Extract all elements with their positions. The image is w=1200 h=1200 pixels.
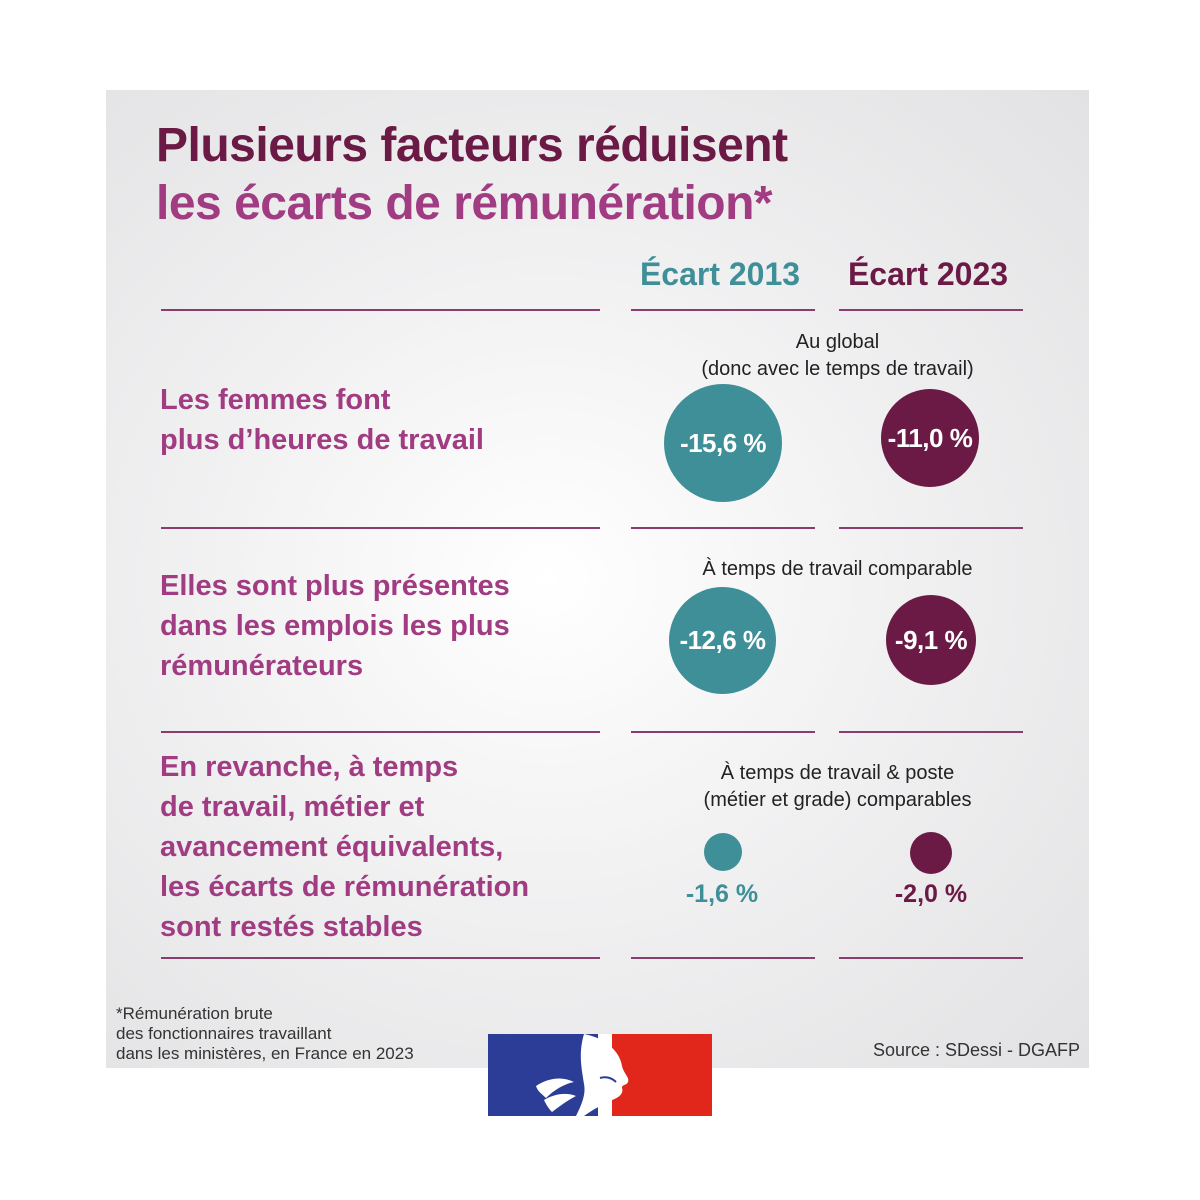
row-label-line: avancement équivalents, bbox=[160, 831, 504, 863]
value-dot-2013 bbox=[704, 833, 742, 871]
infographic-panel bbox=[106, 90, 1089, 1068]
value-bubble-2013: -12,6 % bbox=[669, 587, 776, 694]
row-sublabel: À temps de travail & poste (métier et gr… bbox=[630, 760, 1045, 814]
value-label-2023: -2,0 % bbox=[894, 880, 968, 908]
rule bbox=[631, 957, 815, 959]
column-header-2013: Écart 2013 bbox=[639, 256, 801, 292]
row-label-line: plus d’heures de travail bbox=[160, 424, 484, 456]
row-label-line: rémunérateurs bbox=[160, 650, 364, 682]
rule bbox=[631, 309, 815, 311]
footnote-line: *Rémunération brute bbox=[116, 1004, 273, 1023]
value-dot-2023 bbox=[910, 832, 952, 874]
row-label-line: de travail, métier et bbox=[160, 791, 425, 823]
row-label: Elles sont plus présentes dans les emplo… bbox=[160, 566, 510, 686]
row-label: En revanche, à temps de travail, métier … bbox=[160, 747, 529, 947]
sublabel-line: À temps de travail & poste bbox=[720, 762, 955, 784]
row-label-line: sont restés stables bbox=[160, 911, 423, 943]
footnote-line: des fonctionnaires travaillant bbox=[116, 1024, 332, 1043]
title-line-2: les écarts de rémunération* bbox=[156, 177, 773, 230]
rule bbox=[161, 957, 600, 959]
rule bbox=[161, 309, 600, 311]
sublabel-line: (métier et grade) comparables bbox=[703, 789, 972, 811]
rule bbox=[839, 527, 1023, 529]
rule bbox=[839, 309, 1023, 311]
row-label-line: dans les emplois les plus bbox=[160, 610, 510, 642]
row-label-line: En revanche, à temps bbox=[160, 751, 459, 783]
row-label: Les femmes font plus d’heures de travail bbox=[160, 380, 484, 460]
marianne-logo-icon bbox=[488, 1034, 712, 1116]
source-text: Source : SDessi - DGAFP bbox=[872, 1040, 1080, 1060]
row-label-line: les écarts de rémunération bbox=[160, 871, 530, 903]
column-header-2023: Écart 2023 bbox=[847, 256, 1009, 292]
row-sublabel: À temps de travail comparable bbox=[630, 556, 1045, 583]
rule bbox=[839, 731, 1023, 733]
sublabel-line: Au global bbox=[795, 331, 880, 353]
sublabel-line: À temps de travail comparable bbox=[702, 558, 973, 580]
sublabel-line: (donc avec le temps de travail) bbox=[701, 358, 974, 380]
value-bubble-2023: -11,0 % bbox=[881, 389, 979, 487]
rule bbox=[161, 731, 600, 733]
rule bbox=[631, 731, 815, 733]
value-label-2013: -1,6 % bbox=[685, 880, 759, 908]
rule bbox=[631, 527, 815, 529]
footnote: *Rémunération brute des fonctionnaires t… bbox=[116, 1004, 414, 1064]
title-line-1: Plusieurs facteurs réduisent bbox=[156, 119, 788, 172]
value-bubble-2023: -9,1 % bbox=[886, 595, 976, 685]
footnote-line: dans les ministères, en France en 2023 bbox=[116, 1044, 414, 1063]
value-bubble-2013: -15,6 % bbox=[664, 384, 782, 502]
row-label-line: Les femmes font bbox=[160, 384, 391, 416]
row-sublabel: Au global (donc avec le temps de travail… bbox=[630, 329, 1045, 383]
rule bbox=[161, 527, 600, 529]
row-label-line: Elles sont plus présentes bbox=[160, 570, 510, 602]
rule bbox=[839, 957, 1023, 959]
